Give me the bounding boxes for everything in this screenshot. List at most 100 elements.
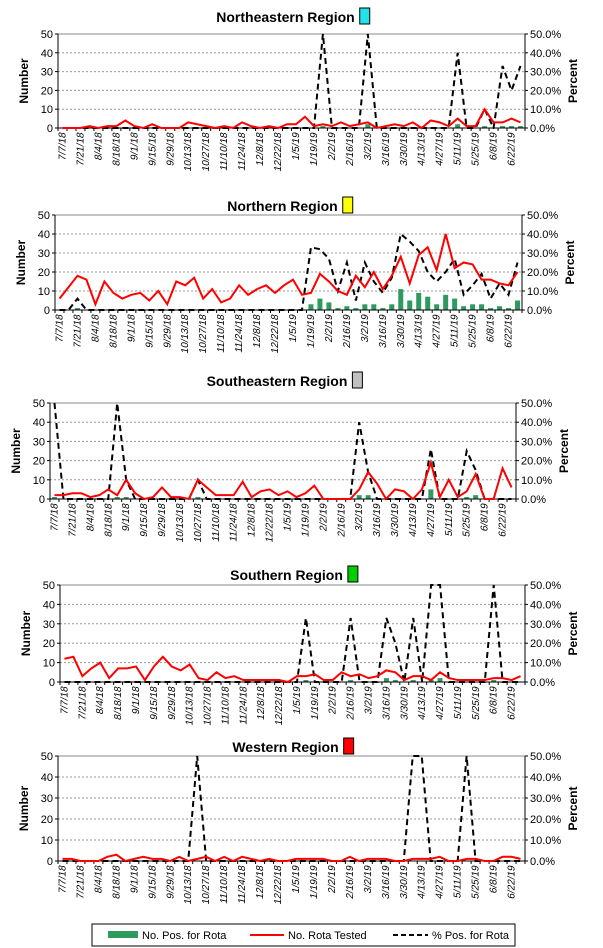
- x-tick-label: 4/27/19: [435, 685, 446, 721]
- x-tick-label: 9/15/18: [139, 502, 150, 538]
- bar-positive: [428, 489, 434, 499]
- x-tick-label: 1/19/19: [306, 313, 317, 349]
- y2-tick-label: 0.0%: [530, 677, 555, 689]
- bar-positive: [348, 680, 354, 682]
- bar-positive: [425, 296, 431, 310]
- bar-positive: [380, 308, 386, 310]
- y-tick-label: 50: [41, 751, 53, 763]
- y-tick-label: 20: [38, 267, 50, 279]
- x-tick-label: 2/2/19: [328, 685, 339, 715]
- y-tick-label: 40: [33, 417, 45, 429]
- x-tick-label: 12/22/18: [273, 864, 284, 906]
- x-tick-label: 3/16/19: [381, 131, 392, 167]
- y-tick-label: 20: [33, 456, 45, 468]
- x-tick-label: 12/8/18: [252, 313, 263, 349]
- x-tick-label: 10/13/18: [183, 131, 194, 173]
- x-tick-label: 6/8/19: [489, 131, 500, 161]
- series-line-rota-tested: [62, 853, 521, 863]
- bar-positive: [356, 495, 362, 499]
- x-tick-label: 2/16/19: [346, 685, 357, 721]
- legend-label-tested: No. Rota Tested: [288, 930, 367, 942]
- x-tick-label: 9/1/18: [129, 131, 140, 161]
- x-tick-label: 7/21/18: [76, 131, 87, 167]
- chart-title: Southern Region: [230, 567, 343, 583]
- y-tick-label: 0: [44, 305, 50, 317]
- x-tick-label: 3/30/19: [396, 313, 407, 349]
- x-tick-label: 11/24/18: [229, 502, 240, 543]
- x-tick-label: 4/27/19: [435, 864, 446, 900]
- y2-tick-label: 40.0%: [521, 417, 552, 429]
- y2-tick-label: 50.0%: [530, 751, 561, 763]
- chart-title: Northern Region: [227, 198, 337, 214]
- chart-title: Western Region: [232, 739, 338, 755]
- x-tick-label: 11/10/18: [221, 685, 232, 726]
- x-tick-label: 3/16/19: [381, 864, 392, 900]
- region-color-swatch: [342, 196, 354, 214]
- bar-positive: [506, 308, 512, 310]
- x-tick-label: 8/4/18: [91, 313, 102, 343]
- bar-positive: [365, 495, 371, 499]
- x-tick-label: 7/21/18: [76, 864, 87, 900]
- bar-positive: [383, 678, 389, 682]
- y2-tick-label: 20.0%: [530, 814, 561, 826]
- x-tick-label: 8/4/18: [85, 502, 96, 532]
- x-tick-label: 9/15/18: [144, 313, 155, 349]
- chart-title: Northeastern Region: [216, 9, 354, 25]
- bar-positive: [407, 300, 413, 310]
- chart-panel-3: Southern Region 0 10 20 30 40 50 0.0% 10.0% 20.0%…: [19, 565, 580, 727]
- x-tick-label: 6/22/19: [504, 313, 515, 349]
- x-tick-label: 6/8/19: [489, 864, 500, 894]
- y-axis-label: Number: [17, 786, 31, 832]
- x-tick-label: 7/7/18: [58, 131, 69, 161]
- y-axis-label: Number: [17, 58, 31, 104]
- x-tick-label: 7/21/18: [67, 502, 78, 538]
- y2-tick-label: 30.0%: [521, 436, 552, 448]
- bar-positive: [452, 298, 458, 310]
- y-tick-label: 50: [41, 29, 53, 41]
- y-tick-label: 50: [33, 398, 45, 410]
- bar-positive: [434, 304, 440, 310]
- x-tick-label: 1/19/19: [300, 502, 311, 538]
- x-tick-label: 9/15/18: [147, 864, 158, 900]
- bar-positive: [497, 306, 503, 310]
- bar-positive: [398, 289, 404, 310]
- x-tick-label: 3/30/19: [399, 685, 410, 721]
- x-tick-label: 9/29/18: [162, 313, 173, 349]
- legend-box: [91, 923, 516, 947]
- series-line-percent-positive: [59, 232, 519, 311]
- x-tick-label: 6/8/19: [489, 685, 500, 715]
- x-tick-label: 3/2/19: [354, 502, 365, 532]
- bar-positive: [335, 308, 341, 310]
- x-tick-label: 4/13/19: [417, 864, 428, 900]
- y-tick-label: 40: [41, 48, 53, 60]
- x-tick-label: 2/16/19: [345, 864, 356, 900]
- x-tick-label: 9/29/18: [157, 502, 168, 538]
- y-axis-label: Number: [14, 240, 28, 286]
- chart-panel-2: Southeastern Region 0 10 20 30 40 50 0.0% 10.0% 2…: [9, 371, 571, 544]
- bar-positive: [308, 304, 314, 310]
- x-tick-label: 10/27/18: [201, 864, 212, 906]
- x-tick-label: 3/16/19: [378, 313, 389, 349]
- region-color-swatch: [347, 565, 359, 583]
- bar-positive: [437, 678, 443, 682]
- x-tick-label: 3/2/19: [363, 864, 374, 894]
- bar-positive: [371, 304, 377, 310]
- x-tick-label: 10/13/18: [180, 313, 191, 355]
- x-tick-label: 10/13/18: [185, 685, 196, 727]
- y-tick-label: 30: [33, 436, 45, 448]
- x-tick-label: 12/8/18: [255, 864, 266, 900]
- bar-positive: [195, 497, 201, 499]
- x-tick-label: 9/1/18: [131, 685, 142, 715]
- bar-positive: [491, 680, 497, 682]
- y2-axis-label: Percent: [563, 240, 577, 284]
- bar-positive: [470, 304, 476, 310]
- x-tick-label: 5/11/19: [453, 131, 464, 166]
- series-line-percent-positive: [53, 402, 512, 500]
- x-tick-label: 12/8/18: [255, 131, 266, 167]
- y2-tick-label: 0.0%: [530, 856, 555, 868]
- x-tick-label: 11/24/18: [238, 685, 249, 726]
- x-tick-label: 5/25/19: [471, 864, 482, 900]
- x-tick-label: 8/18/18: [111, 864, 122, 900]
- bar-positive: [488, 308, 494, 310]
- x-tick-label: 1/5/19: [283, 502, 294, 532]
